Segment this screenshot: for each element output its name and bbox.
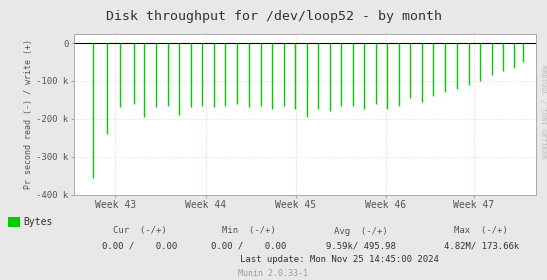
Text: Min  (-/+): Min (-/+)	[222, 227, 276, 235]
Text: 0.00 /    0.00: 0.00 / 0.00	[211, 242, 287, 251]
Text: 9.59k/ 495.98: 9.59k/ 495.98	[326, 242, 396, 251]
Text: Max  (-/+): Max (-/+)	[455, 227, 508, 235]
Y-axis label: Pr second read (-) / write (+): Pr second read (-) / write (+)	[24, 39, 33, 189]
Text: 0.00 /    0.00: 0.00 / 0.00	[102, 242, 177, 251]
Text: Munin 2.0.33-1: Munin 2.0.33-1	[238, 269, 309, 278]
Text: Disk throughput for /dev/loop52 - by month: Disk throughput for /dev/loop52 - by mon…	[106, 10, 441, 23]
Text: 4.82M/ 173.66k: 4.82M/ 173.66k	[444, 242, 519, 251]
Text: Last update: Mon Nov 25 14:45:00 2024: Last update: Mon Nov 25 14:45:00 2024	[240, 255, 439, 264]
Text: RRDTOOL / TOBI OETIKER: RRDTOOL / TOBI OETIKER	[540, 65, 546, 159]
Text: Bytes: Bytes	[24, 217, 53, 227]
Text: Avg  (-/+): Avg (-/+)	[334, 227, 388, 235]
Text: Cur  (-/+): Cur (-/+)	[113, 227, 166, 235]
